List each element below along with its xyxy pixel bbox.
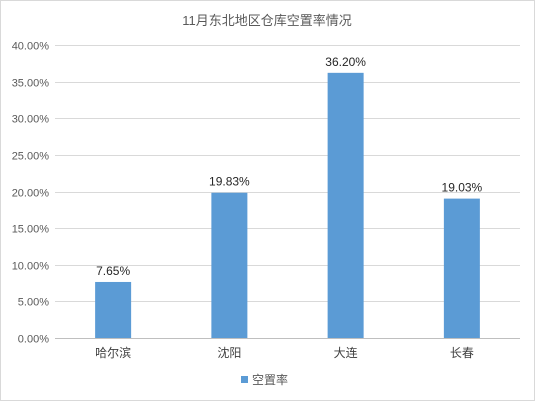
data-label: 19.03% (442, 181, 483, 195)
y-tick-label: 25.00% (12, 151, 50, 163)
data-label: 19.83% (209, 175, 250, 189)
x-tick-label: 沈阳 (217, 345, 241, 360)
y-axis: 0.00% 5.00% 10.00% 15.00% 20.00% 25.00% 30.00%… (12, 41, 50, 346)
y-tick-label: 35.00% (12, 78, 50, 90)
bar (211, 192, 248, 338)
bars: 7.65% 19.83% 36.20% 19.03% (95, 55, 483, 339)
data-label: 7.65% (96, 264, 130, 278)
y-tick-label: 5.00% (18, 297, 49, 309)
bar (443, 198, 480, 338)
y-tick-label: 20.00% (12, 188, 50, 200)
legend-label: 空置率 (252, 372, 288, 387)
legend: 空置率 (241, 372, 288, 387)
chart-title: 11月东北地区仓库空置率情况 (182, 13, 352, 28)
x-tick-label: 大连 (334, 345, 358, 360)
y-tick-label: 15.00% (12, 224, 50, 236)
x-tick-label: 长春 (450, 346, 474, 360)
gridlines (55, 45, 520, 339)
bar (327, 72, 364, 339)
x-tick-label: 哈尔滨 (95, 345, 131, 360)
x-axis: 哈尔滨 沈阳 大连 长春 (95, 345, 474, 360)
y-tick-label: 0.00% (18, 334, 49, 346)
data-label: 36.20% (325, 55, 366, 69)
legend-swatch (241, 376, 248, 383)
y-tick-label: 10.00% (12, 261, 50, 273)
bar (95, 281, 132, 338)
y-tick-label: 30.00% (12, 114, 50, 126)
y-tick-label: 40.00% (12, 41, 50, 53)
